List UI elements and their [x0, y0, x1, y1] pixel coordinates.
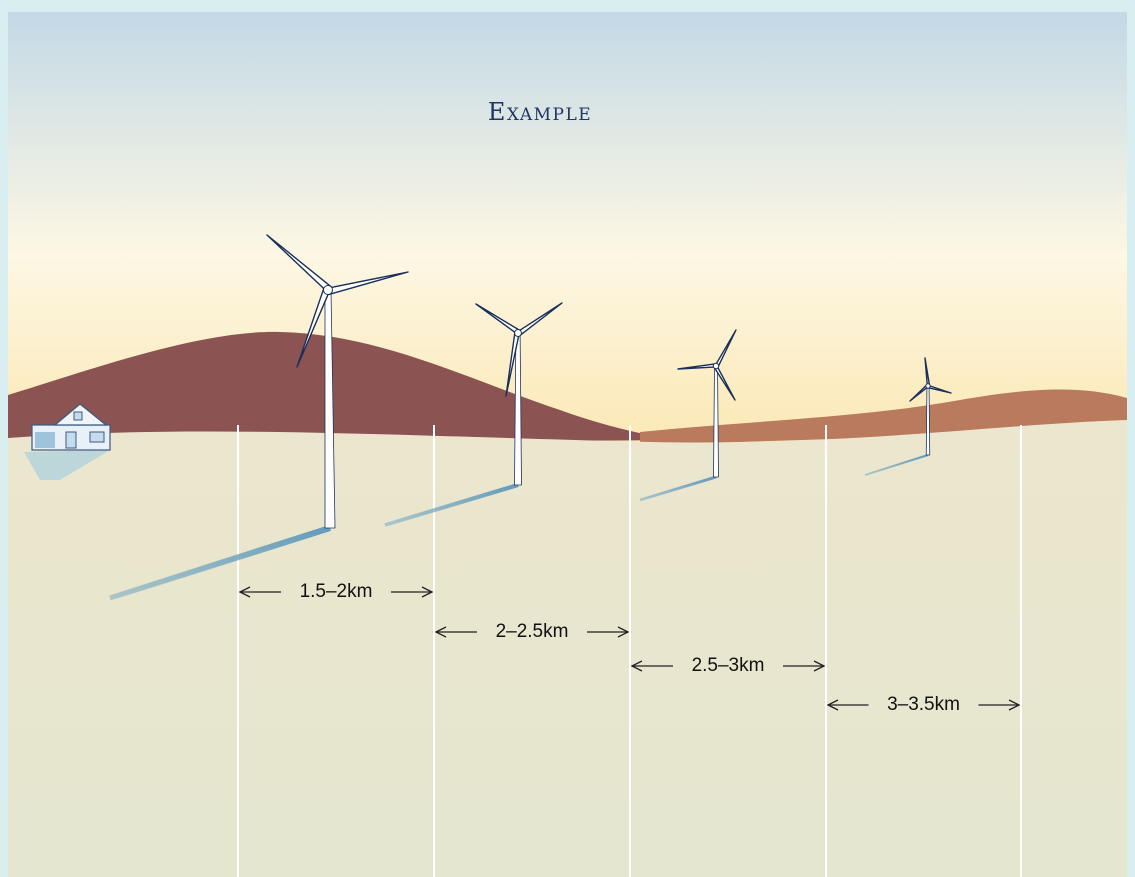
- page: Example 1.5–2km2–2.5km2.5–3km3–3.5km (()…: [0, 0, 1135, 877]
- turbine-tower: [714, 366, 719, 477]
- turbine-hub: [324, 286, 333, 295]
- turbine-hub: [926, 384, 930, 388]
- distance-label: 1.5–2km: [300, 581, 373, 602]
- distance-label: 3–3.5km: [887, 694, 960, 715]
- distance-label: 2.5–3km: [692, 655, 765, 676]
- turbine-hub: [713, 363, 719, 369]
- turbine-tower: [926, 386, 930, 455]
- ground: [8, 420, 1127, 877]
- distance-label: 2–2.5km: [496, 621, 569, 642]
- turbine-tower: [515, 333, 522, 485]
- illustration: Example 1.5–2km 2–2.5km 2.5–3km 3–3.5km: [0, 0, 1135, 877]
- title: Example: [488, 98, 592, 126]
- turbine-hub: [515, 330, 522, 337]
